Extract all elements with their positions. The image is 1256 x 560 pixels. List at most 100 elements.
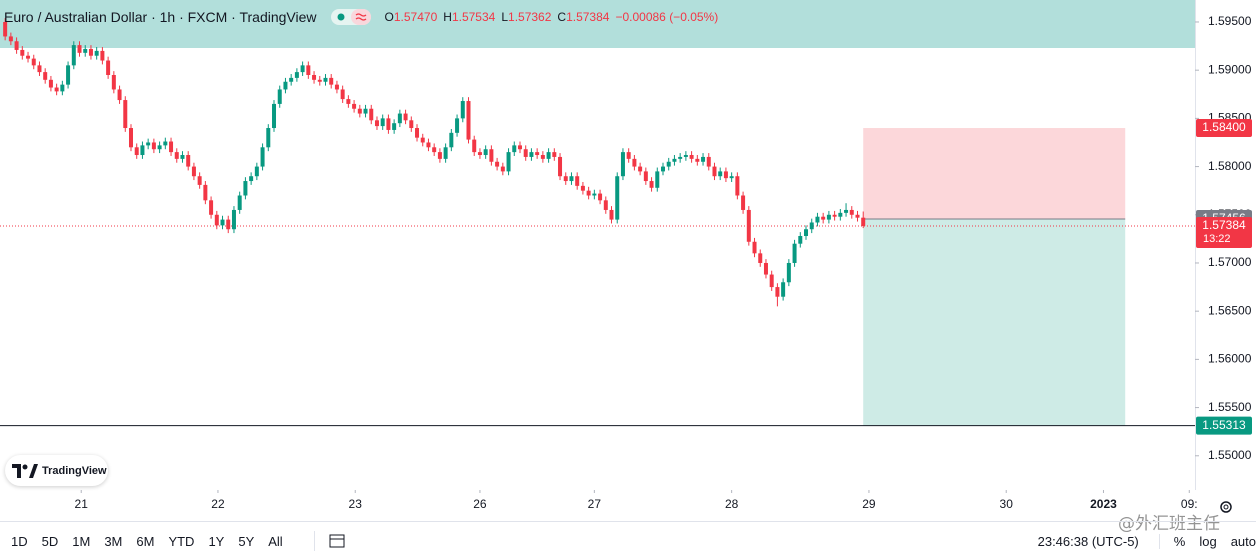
candle-body xyxy=(506,152,511,172)
candle-body xyxy=(209,200,214,215)
stop-zone xyxy=(863,128,1126,220)
candle-body xyxy=(43,72,48,80)
candle-body xyxy=(723,171,728,179)
candle-body xyxy=(729,176,734,179)
scale-button[interactable]: % xyxy=(1173,533,1186,549)
candle-body xyxy=(598,193,603,201)
candle-body xyxy=(243,181,248,196)
candle-body xyxy=(769,274,774,288)
candle-body xyxy=(443,147,448,159)
candle-body xyxy=(844,209,849,213)
symbol-title[interactable]: Euro / Australian Dollar · 1h · FXCM · T… xyxy=(4,9,317,25)
tradingview-logo[interactable]: TradingView xyxy=(5,455,108,486)
candle-body xyxy=(535,152,540,156)
range-button[interactable]: All xyxy=(268,533,283,549)
candle-body xyxy=(186,155,191,167)
x-tick-label: 28 xyxy=(725,497,739,511)
candle-body xyxy=(672,158,677,162)
candle-body xyxy=(146,142,151,146)
candle-body xyxy=(420,137,425,143)
candle-body xyxy=(741,195,746,210)
range-buttons: 1D 5D 1M 3M 6M YTD 1Y 5Y All xyxy=(0,534,286,549)
chart: 1.595001.590001.585001.580001.575001.570… xyxy=(0,0,1252,513)
candle-body xyxy=(66,65,71,85)
ohlc-value: 1.57534 xyxy=(451,10,496,24)
candle-body xyxy=(655,171,660,188)
candle-body xyxy=(752,241,757,254)
candle-body xyxy=(312,74,317,80)
candle-body xyxy=(289,77,294,82)
candle-body xyxy=(809,222,814,230)
range-button[interactable]: 1M xyxy=(72,533,91,549)
logo-icon xyxy=(12,463,38,478)
range-button[interactable]: 6M xyxy=(136,533,155,549)
candle-body xyxy=(437,152,442,159)
y-tick-label: 1.59500 xyxy=(1208,14,1252,28)
candle-body xyxy=(134,147,139,156)
candle-body xyxy=(660,166,665,172)
candle-body xyxy=(758,253,763,263)
candle-body xyxy=(626,152,631,159)
candle-body xyxy=(546,152,551,159)
clock[interactable]: 23:46:38 (UTC-5) xyxy=(1037,533,1139,549)
candle-body xyxy=(3,21,8,37)
date-range-icon[interactable] xyxy=(313,531,347,551)
candle-body xyxy=(254,166,259,177)
candle-body xyxy=(804,229,809,236)
candle-body xyxy=(220,219,225,226)
ohlc-item: L1.57362 xyxy=(501,10,551,24)
candle-body xyxy=(180,155,185,159)
candle-body xyxy=(20,49,25,56)
candle-body xyxy=(683,155,688,157)
candle-body xyxy=(643,171,648,182)
x-tick-label: 21 xyxy=(75,497,89,511)
candle-body xyxy=(392,123,397,130)
range-button[interactable]: YTD xyxy=(168,533,195,549)
candle-body xyxy=(323,77,328,82)
candle-body xyxy=(781,282,786,297)
scale-button[interactable]: auto xyxy=(1230,533,1256,549)
candle-body xyxy=(317,79,322,82)
watermark: @外汇班主任 xyxy=(1118,514,1220,534)
range-button[interactable]: 5Y xyxy=(238,533,255,549)
candle-body xyxy=(746,209,751,242)
candle-body xyxy=(8,36,13,42)
ohlc-item: C1.57384 xyxy=(557,10,609,24)
candle-body xyxy=(272,103,277,129)
candle-body xyxy=(169,141,174,153)
candle-body xyxy=(106,60,111,75)
x-tick-label: 2023 xyxy=(1090,497,1117,511)
candle-body xyxy=(88,48,93,56)
x-tick-label: 23 xyxy=(349,497,363,511)
candle-body xyxy=(483,149,488,156)
candle-body xyxy=(477,152,482,156)
candle-body xyxy=(575,176,580,186)
candle-body xyxy=(397,113,402,124)
ohlc-value: 1.57362 xyxy=(508,10,552,24)
candle-body xyxy=(472,139,477,153)
scale-button[interactable]: log xyxy=(1199,533,1217,549)
x-tick-label: 22 xyxy=(211,497,225,511)
y-tick-label: 1.59000 xyxy=(1208,62,1252,76)
candle-body xyxy=(798,235,803,244)
candle-body xyxy=(432,147,437,153)
change: −0.00086 (−0.05%) xyxy=(615,10,719,24)
candle-body xyxy=(54,87,59,92)
range-button[interactable]: 3M xyxy=(104,533,123,549)
settings-icon[interactable] xyxy=(1220,501,1232,513)
candle-body xyxy=(821,216,826,220)
candle-body xyxy=(609,209,614,220)
ohlc-key: L xyxy=(501,10,509,24)
range-button[interactable]: 1D xyxy=(11,533,28,549)
range-button[interactable]: 1Y xyxy=(208,533,225,549)
candle-body xyxy=(615,176,620,220)
range-button[interactable]: 5D xyxy=(41,533,59,549)
candle-body xyxy=(620,152,625,177)
candle-body xyxy=(706,156,711,167)
candle-body xyxy=(48,79,53,88)
x-tick-label: 27 xyxy=(588,497,602,511)
x-tick-label: 26 xyxy=(473,497,487,511)
status-pill[interactable] xyxy=(330,9,371,25)
ohlc-values: O1.57470 H1.57534 L1.57362 C1.57384 xyxy=(385,10,616,24)
